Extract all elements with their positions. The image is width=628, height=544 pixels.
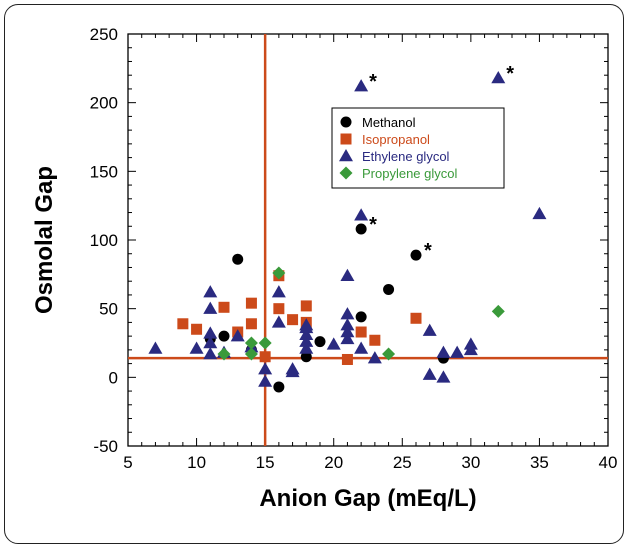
ethylene-glycol-point	[299, 334, 314, 347]
ethylene-glycol-point	[299, 341, 314, 354]
ethylene-glycol-point	[203, 346, 218, 360]
methanol-point	[355, 223, 367, 235]
legend-marker	[339, 166, 353, 180]
x-axis-label: Anion Gap (mEq/L)	[259, 485, 476, 512]
y-tick-label: 50	[99, 300, 118, 319]
ethylene-glycol-point	[354, 208, 369, 221]
isopropanol-point	[273, 303, 285, 315]
asterisk-annotation: *	[369, 214, 377, 236]
isopropanol-point	[369, 334, 381, 346]
scatter-chart: 5 10 15 20 25 30 35 40 -50 0 50 100 150 200 250 Anion G…	[31, 25, 618, 512]
x-tick-label: 20	[324, 453, 343, 472]
asterisk-annotation: *	[369, 71, 377, 93]
y-axis-label: Osmolal Gap	[31, 166, 58, 314]
propylene-glycol-point	[244, 347, 258, 361]
y-tick-label: 100	[90, 231, 118, 250]
asterisk-annotation: *	[506, 63, 514, 85]
methanol-point	[273, 381, 285, 393]
x-tick-label: 25	[393, 453, 412, 472]
isopropanol-point	[287, 314, 299, 326]
propylene-glycol-point	[258, 336, 272, 350]
ethylene-glycol-point	[367, 351, 382, 364]
ethylene-glycol-point	[299, 318, 314, 331]
ethylene-glycol-point	[436, 370, 451, 383]
legend-label: Ethylene glycol	[362, 149, 450, 164]
ethylene-glycol-point	[532, 206, 547, 220]
isopropanol-point	[410, 312, 422, 324]
ethylene-glycol-point	[148, 341, 163, 354]
ethylene-glycol-point	[271, 315, 286, 328]
isopropanol-point	[177, 318, 189, 330]
isopropanol-point	[191, 323, 203, 335]
ethylene-glycol-point	[491, 70, 506, 84]
y-tick-label: 250	[90, 25, 118, 44]
ethylene-glycol-point	[422, 367, 437, 380]
ethylene-glycol-point	[436, 345, 451, 358]
plot-area	[127, 33, 609, 447]
propylene-glycol-point	[217, 347, 231, 361]
ethylene-glycol-point	[340, 268, 355, 281]
ethylene-glycol-point	[189, 341, 204, 354]
asterisk-annotation: *	[424, 240, 432, 262]
legend-marker	[340, 133, 352, 145]
ethylene-glycol-point	[326, 337, 341, 350]
y-tick-label: 150	[90, 162, 118, 181]
ethylene-glycol-point	[203, 301, 218, 314]
ethylene-glycol-point	[285, 362, 300, 375]
ethylene-glycol-point	[340, 325, 355, 338]
ethylene-glycol-point	[450, 345, 465, 358]
propylene-glycol-point	[382, 347, 396, 361]
methanol-point	[383, 283, 395, 295]
methanol-point	[314, 336, 326, 348]
legend-box	[331, 107, 505, 189]
isopropanol-point	[341, 353, 353, 365]
isopropanol-point	[245, 297, 257, 309]
ethylene-glycol-point	[340, 318, 355, 331]
legend-marker	[339, 149, 353, 162]
ethylene-glycol-point	[354, 79, 369, 92]
ethylene-glycol-point	[340, 331, 355, 345]
propylene-glycol-point	[272, 266, 286, 280]
ethylene-glycol-point	[463, 337, 478, 350]
ethylene-glycol-point	[271, 285, 286, 298]
isopropanol-point	[259, 351, 271, 363]
ethylene-glycol-point	[422, 323, 437, 336]
methanol-point	[300, 351, 312, 363]
x-tick-label: 35	[530, 453, 549, 472]
ethylene-glycol-point	[258, 374, 273, 387]
methanol-point	[355, 311, 367, 323]
isopropanol-point	[300, 300, 312, 312]
ethylene-glycol-point	[203, 285, 218, 298]
ethylene-glycol-point	[340, 307, 355, 320]
propylene-glycol-point	[244, 336, 258, 350]
ethylene-glycol-point	[203, 326, 218, 339]
y-tick-label: 0	[109, 368, 118, 387]
x-tick-label: 15	[256, 453, 275, 472]
methanol-point	[232, 253, 244, 265]
x-tick-label: 30	[461, 453, 480, 472]
isopropanol-point	[355, 326, 367, 338]
x-tick-label: 10	[187, 453, 206, 472]
methanol-point	[218, 330, 230, 342]
ethylene-glycol-point	[354, 341, 369, 354]
y-tick-label: -50	[93, 437, 118, 456]
y-tick-label: 200	[90, 94, 118, 113]
ethylene-glycol-point	[299, 327, 314, 341]
legend-marker	[340, 116, 352, 128]
methanol-point	[410, 249, 422, 261]
x-tick-label: 5	[123, 453, 132, 472]
ethylene-glycol-point	[258, 362, 273, 375]
legend-label: Propylene glycol	[362, 166, 457, 181]
ethylene-glycol-point	[230, 329, 245, 342]
x-tick-label: 40	[599, 453, 618, 472]
ethylene-glycol-point	[203, 336, 218, 349]
legend-label: Isopropanol	[362, 132, 430, 147]
legend-label: Methanol	[362, 115, 416, 130]
propylene-glycol-point	[491, 304, 505, 318]
isopropanol-point	[245, 318, 257, 330]
isopropanol-point	[218, 301, 230, 313]
